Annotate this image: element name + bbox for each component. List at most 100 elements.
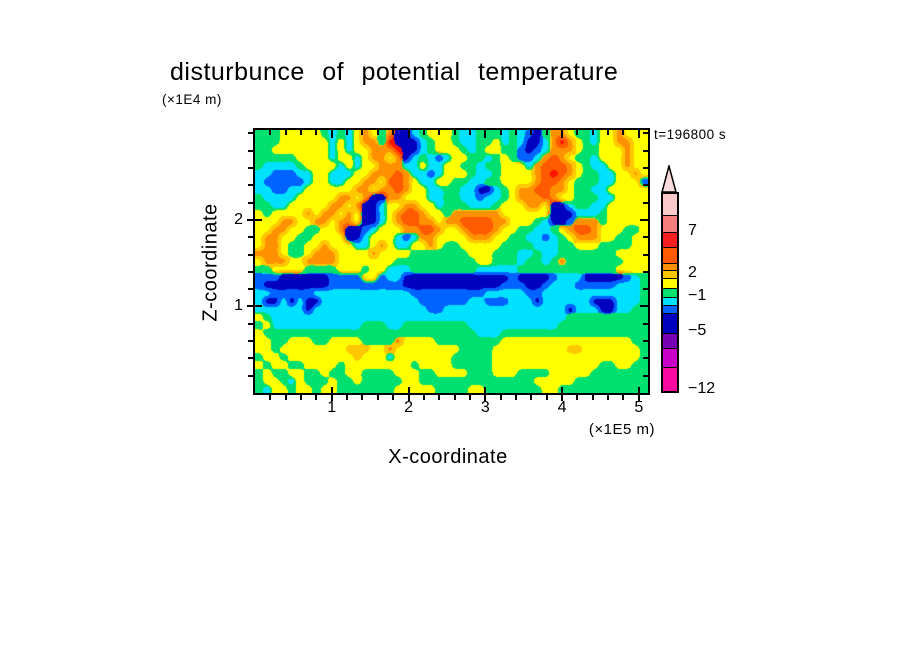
colorbar-segment [663, 264, 677, 271]
axis-tick [643, 271, 648, 273]
y-tick-label: 1 [234, 297, 243, 315]
x-axis-unit-label: (×1E5 m) [588, 421, 655, 438]
axis-tick [248, 202, 253, 204]
axis-tick [315, 395, 317, 400]
axis-tick [607, 130, 609, 135]
axis-tick [248, 132, 253, 134]
axis-tick [500, 395, 502, 400]
axis-tick [469, 130, 471, 135]
axis-tick [269, 130, 271, 135]
axis-tick [248, 271, 253, 273]
axis-tick [643, 254, 648, 256]
axis-tick [408, 387, 410, 401]
colorbar-segment [663, 368, 677, 391]
axis-tick [643, 357, 648, 359]
axis-tick [438, 395, 440, 400]
colorbar-segment [663, 306, 677, 314]
axis-tick [469, 395, 471, 400]
axis-tick [500, 130, 502, 135]
axis-tick [546, 130, 548, 135]
x-axis-title: X-coordinate [388, 446, 508, 468]
colorbar-segment [663, 248, 677, 264]
axis-tick [361, 130, 363, 135]
x-tick-label: 2 [404, 399, 413, 416]
axis-tick [515, 395, 517, 400]
x-tick-label: 5 [634, 399, 644, 416]
axis-tick [576, 130, 578, 135]
axis-tick [643, 184, 648, 186]
axis-tick [248, 167, 253, 169]
axis-tick [361, 395, 363, 400]
colorbar-segment [663, 349, 677, 368]
axis-tick [248, 236, 253, 238]
axis-tick [248, 323, 253, 325]
axis-tick [592, 130, 594, 135]
axis-tick [592, 395, 594, 400]
axis-tick [248, 254, 253, 256]
axis-tick [331, 130, 333, 138]
colorbar-level-label: −5 [688, 322, 707, 339]
colorbar-segment [663, 279, 677, 289]
axis-tick [248, 288, 253, 290]
axis-tick [331, 387, 333, 401]
axis-tick [643, 167, 648, 169]
axis-tick [408, 130, 410, 138]
axis-tick [622, 130, 624, 135]
axis-tick [269, 395, 271, 400]
contour-field-canvas [255, 130, 648, 393]
axis-tick [643, 323, 648, 325]
axis-tick [285, 395, 287, 400]
axis-tick [561, 130, 563, 138]
axis-tick [643, 202, 648, 204]
axis-tick [423, 395, 425, 400]
axis-tick [438, 130, 440, 135]
plot-title: disturbunce of potential temperature [170, 58, 619, 86]
axis-tick [643, 340, 648, 342]
colorbar-level-label: 2 [688, 264, 697, 281]
colorbar-level-label: −12 [688, 380, 716, 397]
colorbar-segment [663, 233, 677, 248]
axis-tick [248, 184, 253, 186]
axis-tick [561, 387, 563, 401]
y-axis-unit-label: (×1E4 m) [162, 92, 222, 107]
axis-tick [484, 130, 486, 138]
axis-tick [454, 395, 456, 400]
colorbar-level-label: −1 [688, 287, 707, 304]
axis-tick [300, 130, 302, 135]
axis-tick [607, 395, 609, 400]
time-label: t=196800 s [654, 127, 727, 142]
axis-tick [546, 395, 548, 400]
axis-tick [643, 150, 648, 152]
axis-tick [643, 288, 648, 290]
x-tick-label: 1 [327, 399, 337, 416]
colorbar-arrow-cap [661, 165, 677, 193]
axis-tick [346, 130, 348, 135]
colorbar-segment [663, 334, 677, 349]
axis-tick [248, 150, 253, 152]
colorbar-segment [663, 271, 677, 279]
axis-tick [638, 130, 640, 138]
axis-tick [515, 130, 517, 135]
colorbar-segment [663, 194, 677, 216]
axis-tick [423, 130, 425, 135]
axis-tick [392, 395, 394, 400]
axis-tick [247, 219, 262, 221]
axis-tick [530, 395, 532, 400]
x-tick-label: 4 [557, 399, 567, 416]
axis-tick [643, 132, 648, 134]
colorbar-level-label: 7 [688, 222, 697, 239]
axis-tick [248, 357, 253, 359]
axis-tick [285, 130, 287, 135]
axis-tick [315, 130, 317, 135]
axis-tick [622, 395, 624, 400]
colorbar [661, 192, 679, 393]
axis-tick [248, 340, 253, 342]
axis-tick [248, 375, 253, 377]
plot-area [253, 128, 650, 395]
colorbar-segment [663, 298, 677, 306]
axis-tick [640, 219, 648, 221]
colorbar-segment [663, 216, 677, 233]
axis-tick [640, 305, 648, 307]
axis-tick [643, 375, 648, 377]
